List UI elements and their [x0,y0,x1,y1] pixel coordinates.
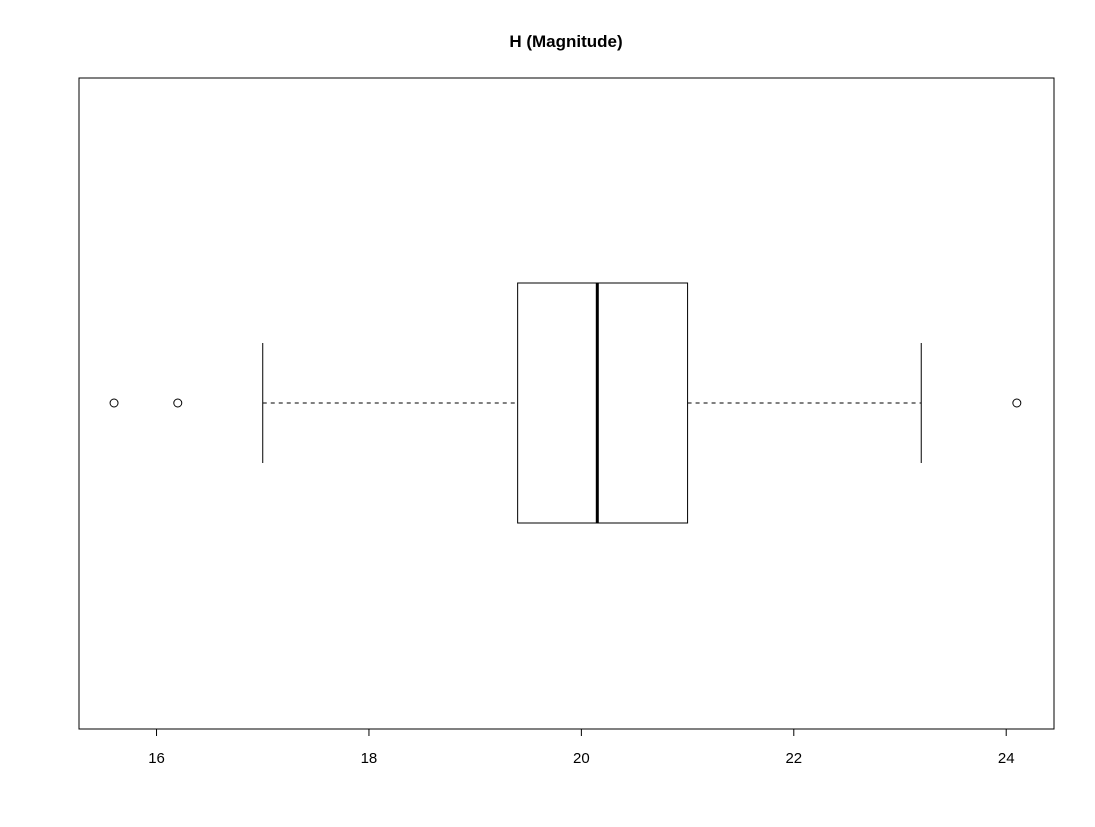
x-tick-label: 24 [998,750,1015,767]
iqr-box [517,282,689,524]
x-tick-label: 16 [148,750,165,767]
x-tick-label: 20 [573,750,590,767]
plot-frame [78,77,1055,730]
x-axis: 16 18 20 22 24 [148,729,1015,767]
outlier-point [173,398,183,408]
x-tick-label: 18 [361,750,378,767]
boxplot [109,282,1022,524]
outlier-point [109,398,119,408]
x-tick-label: 22 [785,750,802,767]
chart-title: H (Magnitude) [509,32,622,51]
outlier-point [1012,398,1022,408]
